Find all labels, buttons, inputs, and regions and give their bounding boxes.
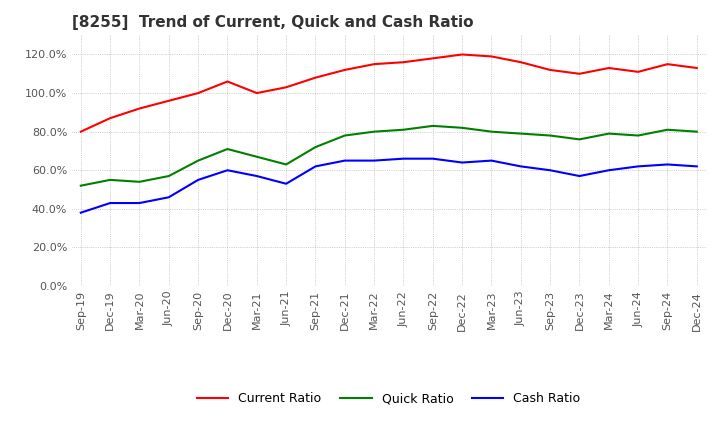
Quick Ratio xyxy=(106,177,114,183)
Current Ratio xyxy=(341,67,349,73)
Cash Ratio xyxy=(341,158,349,163)
Text: [8255]  Trend of Current, Quick and Cash Ratio: [8255] Trend of Current, Quick and Cash … xyxy=(72,15,474,30)
Current Ratio xyxy=(194,91,202,96)
Cash Ratio xyxy=(223,168,232,173)
Cash Ratio xyxy=(516,164,525,169)
Cash Ratio xyxy=(575,173,584,179)
Line: Quick Ratio: Quick Ratio xyxy=(81,126,697,186)
Current Ratio xyxy=(253,91,261,96)
Quick Ratio xyxy=(311,144,320,150)
Quick Ratio xyxy=(194,158,202,163)
Cash Ratio xyxy=(605,168,613,173)
Line: Current Ratio: Current Ratio xyxy=(81,55,697,132)
Current Ratio xyxy=(663,62,672,67)
Cash Ratio xyxy=(487,158,496,163)
Quick Ratio xyxy=(76,183,85,188)
Cash Ratio xyxy=(253,173,261,179)
Current Ratio xyxy=(311,75,320,80)
Quick Ratio xyxy=(546,133,554,138)
Quick Ratio xyxy=(663,127,672,132)
Current Ratio xyxy=(693,66,701,71)
Current Ratio xyxy=(546,67,554,73)
Current Ratio xyxy=(223,79,232,84)
Cash Ratio xyxy=(428,156,437,161)
Cash Ratio xyxy=(76,210,85,215)
Current Ratio xyxy=(458,52,467,57)
Line: Cash Ratio: Cash Ratio xyxy=(81,159,697,213)
Cash Ratio xyxy=(311,164,320,169)
Quick Ratio xyxy=(575,137,584,142)
Legend: Current Ratio, Quick Ratio, Cash Ratio: Current Ratio, Quick Ratio, Cash Ratio xyxy=(192,387,585,410)
Current Ratio xyxy=(516,59,525,65)
Cash Ratio xyxy=(458,160,467,165)
Quick Ratio xyxy=(282,162,290,167)
Cash Ratio xyxy=(370,158,379,163)
Current Ratio xyxy=(605,66,613,71)
Current Ratio xyxy=(399,59,408,65)
Current Ratio xyxy=(487,54,496,59)
Cash Ratio xyxy=(693,164,701,169)
Quick Ratio xyxy=(135,179,144,184)
Quick Ratio xyxy=(458,125,467,130)
Cash Ratio xyxy=(106,200,114,205)
Current Ratio xyxy=(634,69,642,74)
Current Ratio xyxy=(575,71,584,77)
Cash Ratio xyxy=(634,164,642,169)
Cash Ratio xyxy=(546,168,554,173)
Quick Ratio xyxy=(164,173,173,179)
Quick Ratio xyxy=(253,154,261,159)
Current Ratio xyxy=(106,116,114,121)
Quick Ratio xyxy=(341,133,349,138)
Quick Ratio xyxy=(516,131,525,136)
Quick Ratio xyxy=(605,131,613,136)
Quick Ratio xyxy=(634,133,642,138)
Quick Ratio xyxy=(487,129,496,134)
Current Ratio xyxy=(370,62,379,67)
Quick Ratio xyxy=(223,147,232,152)
Current Ratio xyxy=(428,56,437,61)
Quick Ratio xyxy=(428,123,437,128)
Quick Ratio xyxy=(370,129,379,134)
Current Ratio xyxy=(164,98,173,103)
Cash Ratio xyxy=(194,177,202,183)
Current Ratio xyxy=(282,84,290,90)
Cash Ratio xyxy=(663,162,672,167)
Cash Ratio xyxy=(135,200,144,205)
Current Ratio xyxy=(76,129,85,134)
Current Ratio xyxy=(135,106,144,111)
Cash Ratio xyxy=(399,156,408,161)
Quick Ratio xyxy=(399,127,408,132)
Cash Ratio xyxy=(164,194,173,200)
Quick Ratio xyxy=(693,129,701,134)
Cash Ratio xyxy=(282,181,290,187)
